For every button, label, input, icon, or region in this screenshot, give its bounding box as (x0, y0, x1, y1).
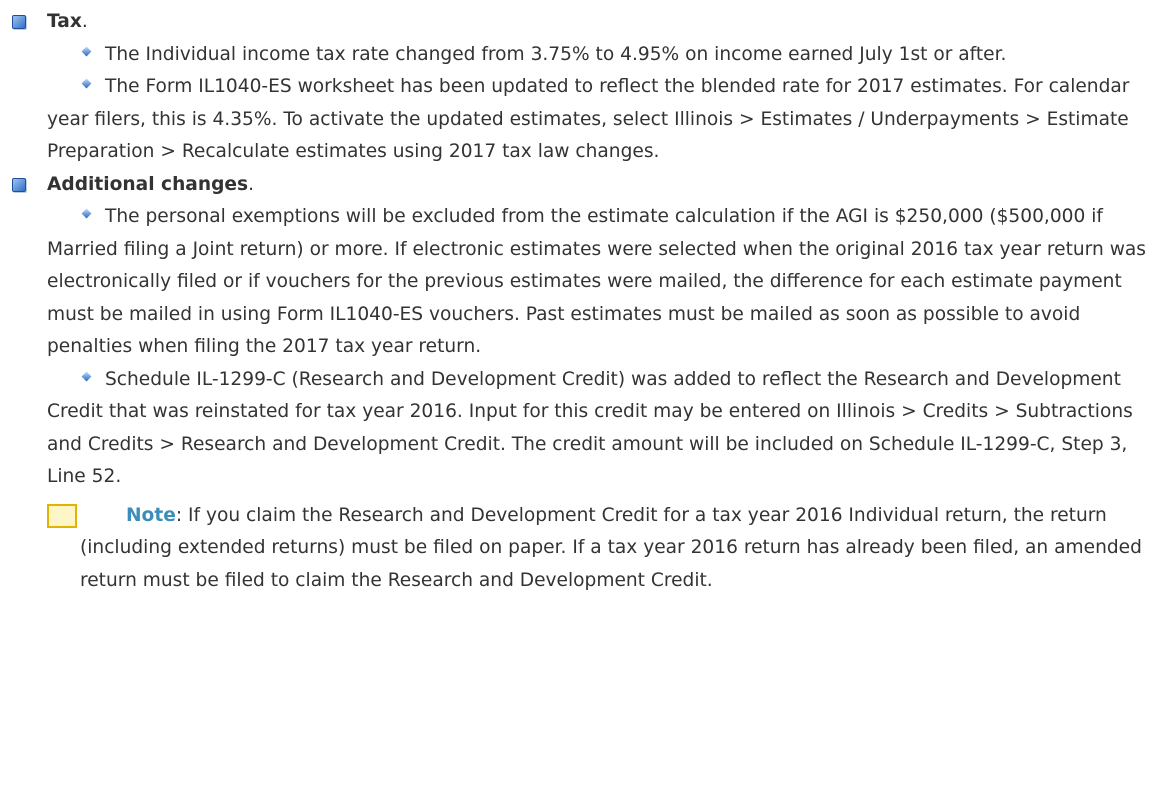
square-bullet (12, 15, 26, 29)
note: Note: If you claim the Research and Deve… (47, 500, 1165, 598)
document: Tax. The Individual income tax rate chang… (0, 6, 1165, 597)
item-text: Schedule IL-1299-C (Research and Develop… (47, 368, 1133, 488)
bullet-item: The Individual income tax rate changed f… (47, 39, 1165, 72)
note-label: Note (126, 504, 176, 526)
diamond-bullet (81, 46, 92, 56)
title: Additional changes (47, 173, 249, 195)
diamond-bullet (81, 371, 92, 381)
section-title: Additional changes. (12, 169, 1165, 202)
section: Tax. The Individual income tax rate chang… (0, 6, 1165, 169)
diamond-bullet (81, 208, 92, 219)
title: Tax (47, 11, 82, 32)
item-text: The Individual income tax rate changed f… (105, 43, 1007, 65)
note-text: : If you claim the Research and Developm… (80, 504, 1142, 591)
bullet-item: The Form IL1040-ES worksheet has been up… (47, 71, 1165, 169)
bullet-item: The personal exemptions will be excluded… (47, 201, 1165, 364)
title-end: . (81, 11, 88, 32)
section: Additional changes. The personal exemptio… (0, 169, 1165, 598)
note-icon (47, 503, 77, 528)
bullet-item: Schedule IL-1299-C (Research and Develop… (47, 364, 1165, 494)
section-title: Tax. (12, 6, 1165, 39)
item-text: The Form IL1040-ES worksheet has been up… (47, 76, 1130, 162)
diamond-bullet (81, 78, 92, 89)
item-text: The personal exemptions will be excluded… (47, 206, 1146, 357)
square-bullet (12, 177, 26, 192)
title-end: . (248, 173, 255, 195)
